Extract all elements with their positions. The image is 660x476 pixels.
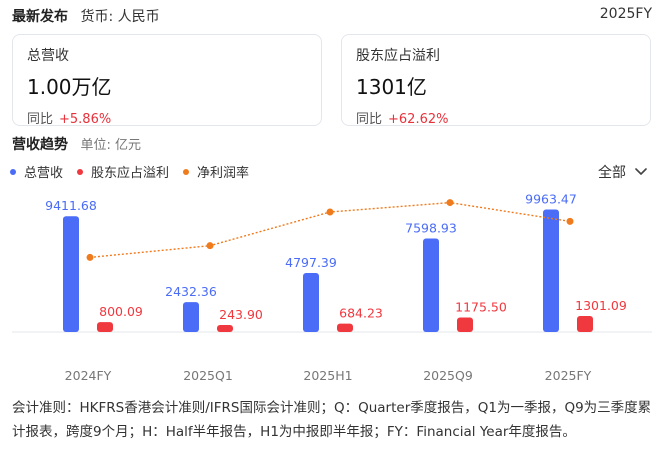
data-label-profit: 1301.09 (575, 298, 627, 313)
period-filter-dropdown[interactable]: 全部 (598, 162, 648, 182)
bar-revenue (63, 216, 79, 332)
period-label: 2025FY (599, 6, 652, 22)
data-label-revenue: 9963.47 (525, 191, 577, 206)
trend-unit: 单位: 亿元 (80, 138, 141, 153)
card-value: 1.00万亿 (27, 75, 112, 99)
accounting-note: 会计准则：HKFRS香港会计准则/IFRS国际会计准则；Q：Quarter季度报… (12, 400, 652, 440)
bar-profit (217, 325, 233, 332)
chevron-down-icon (635, 168, 647, 175)
yoy-label: 同比 (27, 112, 54, 127)
chart-legend: 总营收 股东应占溢利 净利润率 (10, 162, 249, 181)
x-tick-label: 2025FY (545, 368, 592, 383)
card-yoy: 同比 +62.62% (356, 108, 636, 127)
data-label-revenue: 9411.68 (45, 198, 97, 213)
data-label-profit: 800.09 (99, 304, 143, 319)
margin-point (86, 253, 94, 261)
legend-dot (77, 168, 84, 175)
margin-point (206, 242, 214, 250)
data-label-profit: 243.90 (219, 307, 263, 322)
legend-item-profit[interactable]: 股东应占溢利 (77, 162, 169, 181)
bar-revenue (423, 238, 439, 332)
bar-profit (457, 317, 473, 332)
yoy-value: +62.62% (388, 112, 449, 127)
data-label-profit: 684.23 (339, 306, 383, 321)
trend-title: 营收趋势 (12, 137, 68, 153)
legend-label: 总营收 (24, 166, 64, 181)
revenue-card: 总营收 1.00万亿 同比 +5.86% (12, 34, 322, 127)
data-label-revenue: 4797.39 (285, 255, 337, 270)
card-yoy: 同比 +5.86% (27, 108, 307, 127)
data-label-revenue: 2432.36 (165, 284, 217, 299)
bar-profit (97, 322, 113, 332)
x-tick-label: 2024FY (65, 368, 112, 383)
profit-card: 股东应占溢利 1301亿 同比 +62.62% (341, 34, 651, 127)
bar-revenue (183, 302, 199, 332)
x-tick-label: 2025Q9 (423, 368, 473, 383)
card-label: 总营收 (27, 48, 69, 64)
x-tick-label: 2025H1 (303, 368, 352, 383)
legend-label: 股东应占溢利 (91, 166, 170, 181)
yoy-value: +5.86% (59, 112, 112, 127)
legend-label: 净利润率 (197, 166, 250, 181)
trend-heading: 营收趋势 单位: 亿元 (12, 134, 141, 154)
card-value: 1301亿 (356, 75, 427, 99)
margin-point (326, 208, 334, 216)
legend-item-margin[interactable]: 净利润率 (183, 162, 249, 181)
x-tick-label: 2025Q1 (183, 368, 233, 383)
card-label: 股东应占溢利 (356, 48, 440, 64)
bar-revenue (303, 272, 319, 332)
bar-profit (577, 315, 593, 332)
data-label-revenue: 7598.93 (405, 221, 457, 236)
margin-point (566, 217, 574, 225)
legend-item-revenue[interactable]: 总营收 (10, 162, 63, 181)
legend-dot (10, 168, 16, 175)
margin-point (446, 199, 454, 207)
yoy-label: 同比 (356, 112, 383, 127)
latest-release-title: 最新发布 (12, 9, 68, 25)
bar-revenue (543, 209, 559, 332)
data-label-profit: 1175.50 (455, 300, 507, 315)
currency-label: 货币: 人民币 (80, 9, 160, 25)
header: 最新发布 货币: 人民币 2025FY (12, 6, 652, 26)
bar-profit (337, 323, 353, 332)
filter-label: 全部 (598, 165, 626, 181)
legend-dot (183, 168, 190, 175)
